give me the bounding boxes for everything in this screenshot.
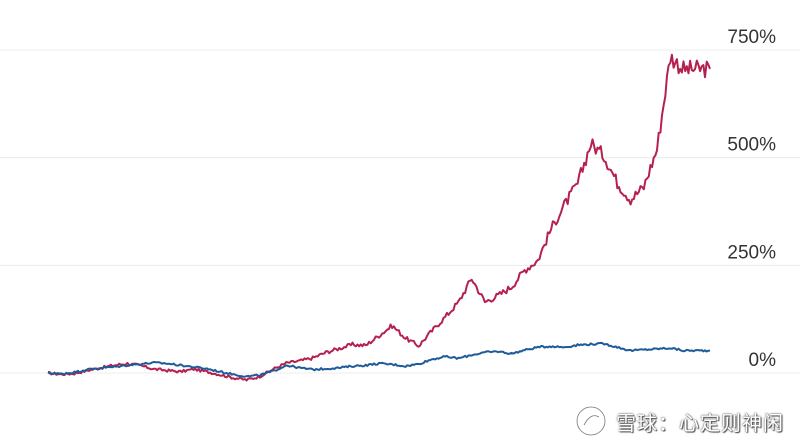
y-tick-label: 750% [727,27,776,48]
y-tick-label: 250% [727,242,776,263]
series-line-0 [47,53,711,382]
watermark-text: 雪球：心定则神闲 [616,410,784,435]
watermark: 雪球：心定则神闲 [574,404,784,438]
gridlines [0,49,800,374]
series-line-1 [47,341,711,378]
series-lines [47,53,711,382]
y-tick-label: 0% [749,350,777,371]
y-axis-tick-labels: 0% 250% 500% 750% [727,27,776,371]
y-tick-label: 500% [727,135,776,156]
snowball-logo-icon [575,405,607,437]
